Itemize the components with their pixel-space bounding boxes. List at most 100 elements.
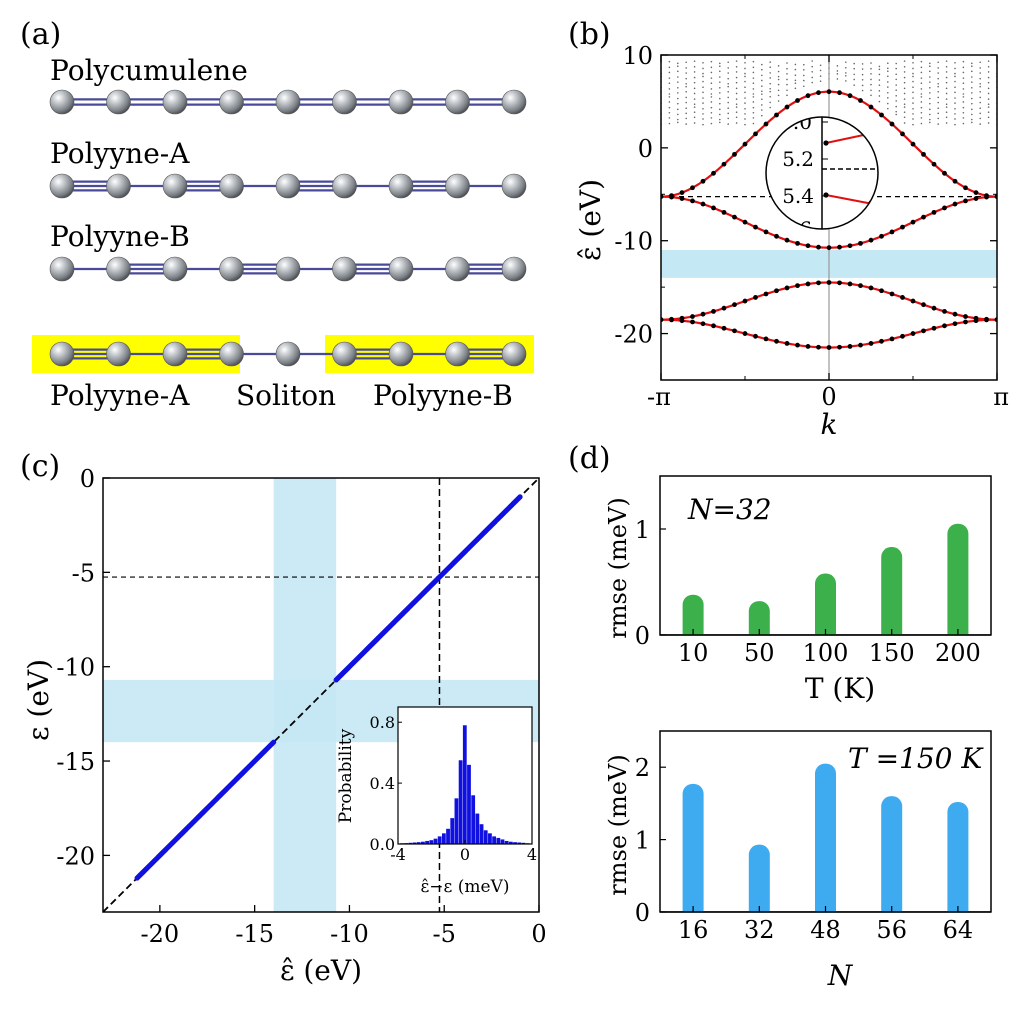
histogram-bar xyxy=(421,841,425,844)
state-point xyxy=(769,101,771,104)
state-point xyxy=(987,116,990,119)
state-point xyxy=(920,93,923,95)
band-3-point xyxy=(700,201,706,207)
state-point xyxy=(769,82,771,85)
state-point xyxy=(727,123,729,125)
carbon-atom xyxy=(445,256,470,282)
state-point xyxy=(912,113,914,115)
state-point xyxy=(887,67,889,70)
carbon-atom xyxy=(106,256,131,282)
state-point xyxy=(727,72,729,74)
state-point xyxy=(803,79,805,82)
band-4-point xyxy=(868,104,874,110)
state-point xyxy=(887,97,889,99)
band-2-point xyxy=(868,285,874,291)
state-point xyxy=(937,61,939,64)
state-point xyxy=(819,80,822,82)
state-point xyxy=(979,72,981,74)
state-point xyxy=(685,101,687,104)
state-point xyxy=(794,63,797,66)
state-point xyxy=(954,86,956,89)
state-point xyxy=(962,96,965,98)
state-point xyxy=(752,101,755,103)
y-tick-label: -15 xyxy=(56,748,95,776)
carbon-atom xyxy=(445,341,470,367)
state-point xyxy=(979,96,981,99)
state-point xyxy=(887,62,889,65)
state-point xyxy=(870,83,872,86)
state-point xyxy=(903,81,906,84)
carbon-atom xyxy=(106,341,131,367)
histogram-bar xyxy=(521,842,526,844)
band-3-point xyxy=(952,201,958,207)
state-point xyxy=(769,90,771,93)
state-point xyxy=(794,79,797,82)
band-2-point xyxy=(826,280,832,285)
panel-c-frame xyxy=(102,477,540,913)
bar-64 xyxy=(947,801,969,920)
band-1-point xyxy=(847,344,853,349)
histogram-bar xyxy=(462,725,467,844)
state-point xyxy=(677,76,679,78)
state-point xyxy=(845,72,847,74)
state-point xyxy=(727,77,729,80)
state-point xyxy=(668,106,671,109)
carbon-atom xyxy=(162,341,188,367)
state-point xyxy=(937,67,939,69)
state-point xyxy=(761,68,763,71)
histogram-bar xyxy=(488,833,492,844)
band-4-point xyxy=(900,131,905,137)
x-tick-label: -5 xyxy=(433,920,456,948)
panel-d-top-ticks: 10 50 100 150 200 0 1 xyxy=(635,516,991,667)
state-point xyxy=(945,65,948,68)
state-point xyxy=(719,102,721,105)
state-point xyxy=(693,116,696,119)
state-point xyxy=(987,122,990,124)
state-point xyxy=(677,113,679,116)
state-point xyxy=(845,66,847,69)
state-point xyxy=(895,62,897,65)
state-point xyxy=(685,85,687,88)
state-point xyxy=(920,60,923,63)
state-point xyxy=(777,94,780,97)
band-3-point xyxy=(889,229,895,235)
state-point xyxy=(710,111,713,114)
state-point xyxy=(693,60,696,62)
state-point xyxy=(677,92,679,94)
state-point xyxy=(761,104,763,106)
state-point xyxy=(945,122,948,124)
zoom-tick-5.2: 5.2 xyxy=(782,147,814,171)
state-point xyxy=(895,95,897,97)
state-point xyxy=(929,62,931,65)
state-point xyxy=(735,76,738,79)
x-tick-label: 56 xyxy=(876,916,907,944)
state-point xyxy=(727,117,729,120)
state-point xyxy=(752,96,755,98)
state-point xyxy=(937,107,939,110)
state-point xyxy=(735,111,738,113)
x-tick-label: 64 xyxy=(943,916,974,944)
data-point xyxy=(271,739,277,745)
state-point xyxy=(735,92,738,95)
state-point xyxy=(677,70,679,73)
carbon-atom xyxy=(501,173,527,199)
panel-b-xlabel: k xyxy=(821,408,838,441)
histogram-bar xyxy=(458,760,463,844)
inset-y-tick-label: 0.8 xyxy=(370,713,395,732)
state-point xyxy=(929,86,931,89)
state-point xyxy=(735,65,738,68)
band-1-point xyxy=(805,344,811,349)
state-point xyxy=(920,82,923,85)
band-1-point xyxy=(931,325,937,331)
state-point xyxy=(853,78,855,81)
histogram-bar xyxy=(492,836,497,844)
state-point xyxy=(752,88,755,90)
state-point xyxy=(836,65,839,67)
band-1-point xyxy=(837,344,842,350)
state-point xyxy=(710,93,713,95)
state-point xyxy=(962,66,965,69)
state-point xyxy=(861,63,864,65)
band-3-point xyxy=(942,205,947,211)
state-point xyxy=(912,75,914,78)
